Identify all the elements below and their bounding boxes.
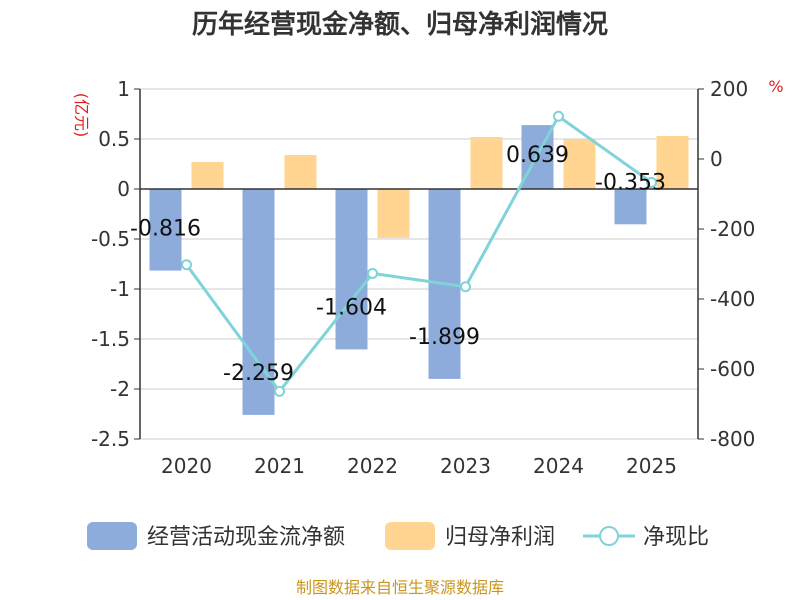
x-tick-label: 2022 [347,454,398,478]
right-tick-label: -400 [710,287,755,311]
ratio-point [460,281,471,293]
x-tick-label: 2023 [440,454,491,478]
ratio-point [367,267,378,279]
ratio-line [181,110,657,397]
cashflow-data-label: -1.604 [316,295,387,320]
left-tick-label: -0.5 [91,227,130,251]
grid-lines [140,88,698,440]
x-tick-label: 2025 [626,454,677,478]
cashflow-bar [335,189,368,350]
left-tick-label: -1 [110,277,130,301]
ratio-point [646,176,657,188]
left-tick-label: -2 [110,377,130,401]
left-axis-unit: (亿元) [72,93,91,138]
netprofit-bar [656,136,689,189]
right-axis-unit: % [768,77,783,96]
x-tick-label: 2021 [254,454,305,478]
cashflow-data-label: 0.639 [506,143,569,168]
cashflow-bar [614,189,647,225]
netprofit-bar [191,162,224,189]
left-tick-label: 0.5 [98,127,130,151]
legend-ratio-marker [599,526,619,546]
right-tick-label: 0 [710,147,723,171]
legend: 经营活动现金流净额 归母净利润 净现比 [87,522,709,550]
chart-title: 历年经营现金净额、归母净利润情况 [192,9,608,40]
right-tick-label: 200 [710,77,748,101]
left-tick-label: -2.5 [91,427,130,451]
ratio-point [274,385,285,397]
ratio-line-path [185,114,653,394]
legend-label: 经营活动现金流净额 [147,525,345,550]
netprofit-bar [284,155,317,189]
cashflow-bar [149,189,182,271]
x-tick-label: 2020 [161,454,212,478]
x-tick-label: 2024 [533,454,584,478]
axes: 1 0.5 0 -0.5 -1 -1.5 -2 -2.5 200 0 -200 -400 -600 -80… [91,77,755,478]
netprofit-bar [470,137,503,189]
left-tick-label: 0 [117,177,130,201]
left-tick-label: 1 [117,77,130,101]
netprofit-bar [377,189,410,238]
left-tick-label: -1.5 [91,327,130,351]
legend-cashflow-swatch [87,522,137,550]
legend-label: 净现比 [643,525,709,550]
legend-netprofit-swatch [385,522,435,550]
legend-label: 归母净利润 [445,525,555,550]
ratio-point [181,259,192,271]
cashflow-data-label: -1.899 [409,325,480,350]
right-tick-label: -600 [710,357,755,381]
data-labels: -0.816 -2.259 -1.604 -1.899 0.639 -0.353 [130,143,666,386]
right-tick-label: -200 [710,217,755,241]
netprofit-bar [563,139,596,189]
cashflow-data-label: -0.816 [130,217,201,242]
right-tick-label: -800 [710,427,755,451]
cashflow-data-label: -0.353 [595,170,666,195]
cashflow-data-label: -2.259 [223,361,294,386]
ratio-point [553,110,564,122]
source-note: 制图数据来自恒生聚源数据库 [296,578,504,597]
